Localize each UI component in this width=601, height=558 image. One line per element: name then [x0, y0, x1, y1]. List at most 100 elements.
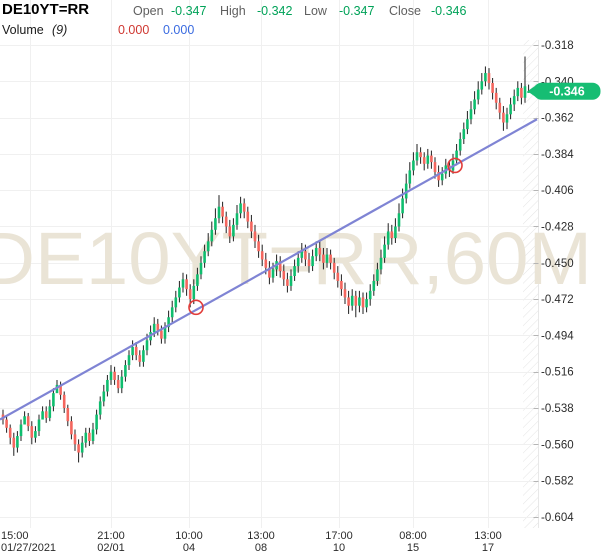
trend-line[interactable] [0, 118, 538, 421]
candle-body [412, 160, 415, 171]
candle-body [419, 152, 422, 158]
candlestick-series[interactable] [1, 56, 530, 463]
candle-body [199, 262, 203, 275]
x-tick-date: 10 [333, 542, 345, 554]
candle-body [192, 285, 196, 300]
candle-body [8, 427, 12, 438]
candle-body [260, 251, 264, 260]
candle-body [124, 365, 127, 377]
y-tick-label: -0.604 [541, 512, 574, 524]
candle-body [401, 198, 404, 214]
candle-body [476, 89, 480, 100]
x-tick-time: 17:00 [325, 530, 353, 542]
y-tick-label: -0.516 [541, 367, 574, 379]
x-tick-date: 04 [183, 542, 195, 554]
candle-body [98, 401, 102, 415]
candle-body [329, 254, 332, 263]
candle-body [293, 266, 296, 276]
candle-body [271, 269, 275, 278]
candle-body [73, 434, 77, 445]
candle-body [239, 203, 242, 214]
candle-body [217, 206, 221, 219]
candle-body [12, 437, 16, 448]
candle-body [505, 114, 509, 123]
candle-body [264, 259, 268, 268]
y-tick-label: -0.450 [541, 258, 574, 270]
candle-body [368, 290, 372, 300]
session-break-hatch [523, 40, 539, 528]
candle-body [181, 279, 185, 288]
candle-body [77, 444, 80, 453]
candle-body [116, 379, 120, 389]
y-tick-label: -0.560 [541, 439, 574, 451]
candle-body [304, 251, 307, 260]
x-tick-date: 15 [407, 542, 419, 554]
candle-body [62, 394, 66, 408]
last-price-label: -0.346 [527, 82, 601, 100]
watermark: DE10YT=RR,60M [0, 217, 592, 300]
candle-body [296, 257, 300, 267]
candle-body [138, 355, 142, 362]
candle-body [426, 155, 430, 164]
candle-body [347, 297, 350, 306]
candle-body [433, 162, 437, 173]
candle-body [170, 307, 174, 318]
y-tick-label: -0.428 [541, 222, 574, 234]
candle-body [509, 104, 512, 115]
candle-body [386, 231, 390, 245]
candle-body [466, 119, 469, 130]
x-tick-time: 15:00 [1, 530, 29, 542]
x-tick-time: 13:00 [474, 530, 502, 542]
candle-body [48, 406, 52, 418]
candle-body [257, 241, 260, 252]
candle-body [282, 271, 286, 280]
candle-body [318, 247, 322, 255]
x-tick-date: 17 [482, 542, 494, 554]
y-tick-label: -0.472 [541, 294, 574, 306]
candle-body [246, 211, 250, 222]
candle-body [34, 431, 37, 438]
candle-body [343, 289, 347, 298]
candle-body [473, 99, 476, 110]
candle-body [502, 112, 505, 123]
candle-body [37, 419, 41, 432]
x-tick-date: 02/01 [97, 542, 125, 554]
candle-body [336, 272, 340, 281]
candle-body [41, 411, 44, 420]
candle-body [480, 81, 484, 90]
candle-body [332, 262, 336, 273]
candle-body [361, 297, 365, 308]
candle-body [196, 274, 199, 286]
candle-body [95, 414, 98, 430]
candle-body [325, 254, 329, 263]
candle-body [44, 411, 48, 418]
candle-body [167, 317, 170, 328]
candle-body [397, 213, 401, 227]
candle-body [235, 213, 239, 225]
candle-body [289, 276, 293, 286]
candle-body [350, 295, 354, 306]
candle-body [224, 216, 228, 227]
candle-body [512, 96, 516, 105]
candle-body [358, 297, 361, 306]
candle-body [127, 355, 131, 366]
candle-body [487, 73, 491, 83]
candle-body [174, 297, 178, 308]
candle-body [113, 371, 116, 380]
candle-body [178, 287, 181, 298]
candle-body [458, 139, 462, 151]
candle-body [221, 206, 224, 217]
candle-body [354, 295, 358, 306]
candle-body [300, 251, 304, 258]
candle-body [404, 183, 408, 199]
candle-body [494, 92, 498, 103]
last-price-text: -0.346 [549, 85, 584, 99]
candle-body [80, 442, 84, 453]
candle-body [52, 393, 55, 407]
candle-body [160, 330, 163, 339]
x-tick-time: 10:00 [175, 530, 203, 542]
x-tick-date: 08 [255, 542, 267, 554]
candle-body [242, 203, 246, 212]
candle-body [422, 157, 426, 164]
